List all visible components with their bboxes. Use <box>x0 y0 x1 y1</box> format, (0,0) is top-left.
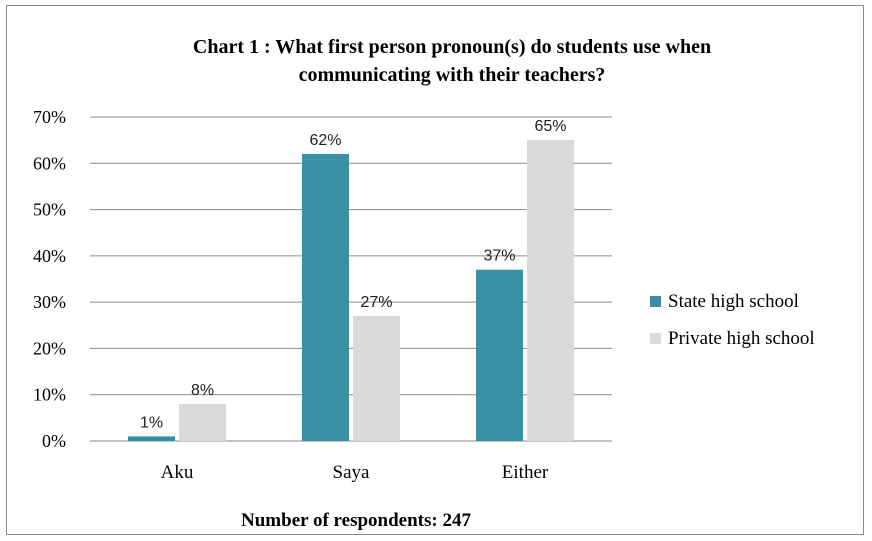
legend-swatch <box>650 296 661 307</box>
category-label-either: Either <box>502 462 549 483</box>
data-label: 8% <box>191 382 214 399</box>
data-labels: 1% 8% 62% 27% 37% 65% <box>140 118 567 431</box>
x-axis-title: Number of respondents: 247 <box>241 510 471 531</box>
legend-swatch <box>650 333 661 344</box>
y-axis-ticks: 0% 10% 20% 30% 40% 50% 60% 70% <box>33 107 66 451</box>
y-tick-label: 60% <box>33 153 66 173</box>
chart-frame <box>6 5 864 535</box>
chart-title-line-1: Chart 1 : What first person pronoun(s) d… <box>193 36 711 58</box>
y-tick-label: 0% <box>42 431 66 451</box>
category-label-aku: Aku <box>161 462 194 483</box>
y-tick-label: 20% <box>33 338 66 358</box>
category-label-saya: Saya <box>333 462 371 483</box>
bar-state-either <box>476 269 523 441</box>
bars <box>128 140 574 441</box>
bar-state-saya <box>302 154 349 441</box>
y-tick-label: 10% <box>33 385 66 405</box>
bar-state-aku <box>128 436 175 441</box>
bar-private-either <box>527 140 574 441</box>
y-tick-label: 40% <box>33 246 66 266</box>
data-label: 65% <box>534 118 566 135</box>
data-label: 1% <box>140 414 163 431</box>
y-tick-label: 30% <box>33 292 66 312</box>
data-label: 27% <box>360 294 392 311</box>
legend-label: State high school <box>668 291 799 312</box>
legend: State high school Private high school <box>650 291 815 349</box>
chart-title-line-2: communicating with their teachers? <box>299 64 606 86</box>
data-label: 62% <box>309 132 341 149</box>
bar-private-aku <box>179 403 226 441</box>
bar-private-saya <box>353 316 400 441</box>
data-label: 37% <box>483 248 515 265</box>
chart-title: Chart 1 : What first person pronoun(s) d… <box>193 36 711 86</box>
legend-label: Private high school <box>668 328 815 349</box>
y-tick-label: 50% <box>33 200 66 220</box>
y-tick-label: 70% <box>33 107 66 127</box>
x-axis-categories: Aku Saya Either <box>161 462 549 483</box>
grid-lines <box>90 116 612 442</box>
